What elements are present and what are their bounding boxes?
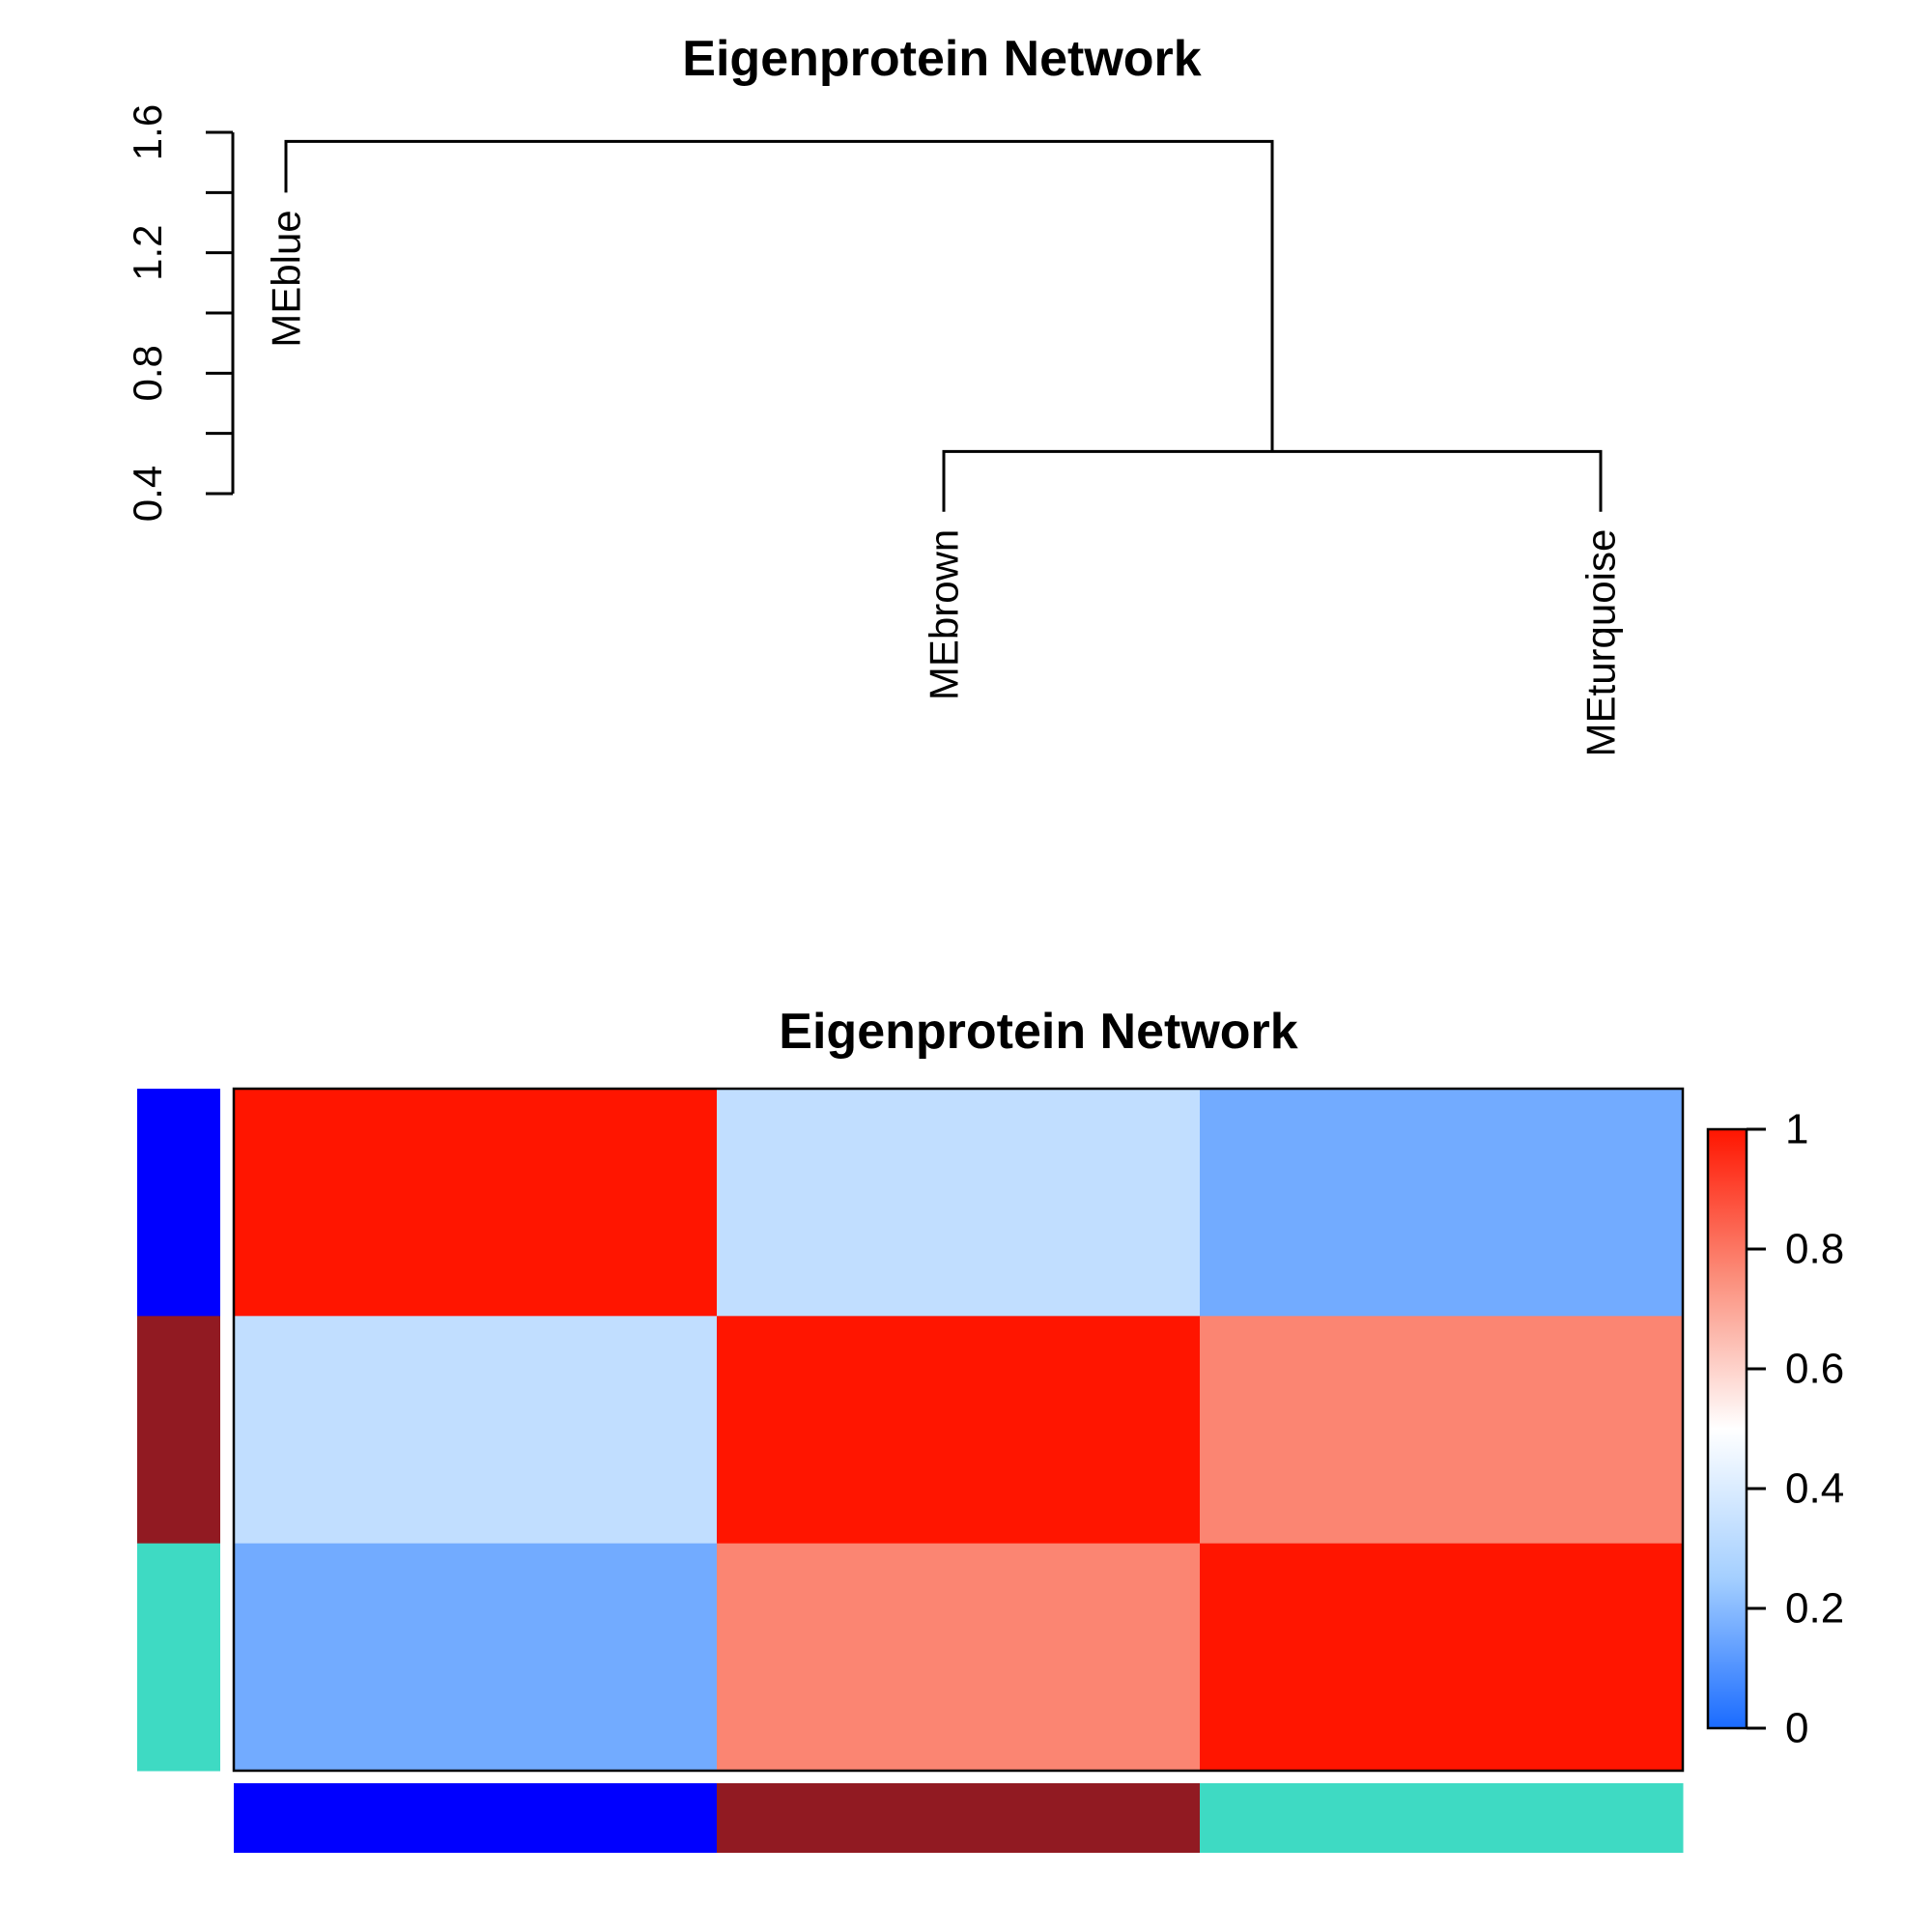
colorbar-ticks: 0 0.2 0.4 0.6 0.8 1 (1747, 1106, 1844, 1752)
y-tick-label: 0.8 (125, 345, 170, 401)
colorbar: 0 0.2 0.4 0.6 0.8 1 (1706, 1106, 1844, 1752)
leaf-label: MEblue (264, 210, 309, 347)
row-module-colors (137, 1089, 220, 1772)
heatmap-cell (234, 1543, 718, 1772)
colorbar-tick-label: 0.4 (1785, 1465, 1844, 1513)
colorbar-tick-label: 0.6 (1785, 1346, 1844, 1393)
heatmap-panel: Eigenprotein Network 0 0.2 0.4 0.6 0.8 1 (137, 1004, 1844, 1853)
column-module-color (1200, 1783, 1684, 1853)
heatmap-cell (717, 1316, 1201, 1545)
colorbar-gradient (1706, 1127, 1748, 1730)
leaf-label: MEbrown (922, 529, 967, 700)
row-module-color (137, 1316, 220, 1545)
dendrogram-links (284, 139, 1603, 512)
heatmap-cell (1200, 1089, 1684, 1317)
y-tick-label: 1.6 (125, 104, 170, 160)
y-tick-label: 0.4 (125, 466, 170, 522)
dendrogram-title: Eigenprotein Network (682, 31, 1201, 87)
dendrogram-panel: Eigenprotein Network 0.4 0.8 1.2 1.6 MEblue… (125, 31, 1624, 756)
colorbar-tick-label: 0 (1785, 1705, 1808, 1752)
y-tick-label: 1.2 (125, 224, 170, 280)
heatmap-cell (234, 1089, 718, 1317)
leaf-label: MEturquoise (1578, 529, 1624, 757)
dendrogram-link (942, 449, 1603, 512)
row-module-color (137, 1543, 220, 1772)
heatmap-cells (234, 1089, 1684, 1772)
heatmap-cell (717, 1543, 1201, 1772)
dendrogram-link (284, 139, 1274, 452)
colorbar-tick-label: 0.8 (1785, 1226, 1844, 1273)
heatmap-title: Eigenprotein Network (779, 1004, 1297, 1060)
heatmap-cell (1200, 1543, 1684, 1772)
row-module-color (137, 1089, 220, 1317)
colorbar-tick-label: 0.2 (1785, 1585, 1844, 1633)
heatmap-cell (1200, 1316, 1684, 1545)
dendrogram-leaf-labels: MEblue MEbrown MEturquoise (264, 210, 1624, 756)
column-module-color (234, 1783, 718, 1853)
heatmap-frame (232, 1087, 1685, 1773)
heatmap-cell (234, 1316, 718, 1545)
heatmap-cell (717, 1089, 1201, 1317)
colorbar-tick-label: 1 (1785, 1106, 1808, 1153)
dendrogram-y-ticks: 0.4 0.8 1.2 1.6 (125, 104, 233, 522)
column-module-colors (234, 1783, 1684, 1853)
column-module-color (717, 1783, 1201, 1853)
